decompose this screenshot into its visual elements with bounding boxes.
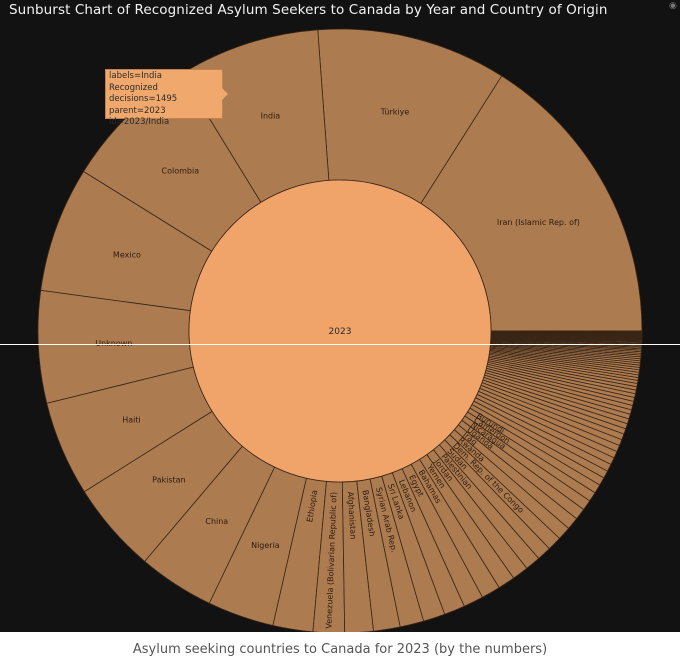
tooltip-line-label: labels=India <box>109 71 162 81</box>
camera-icon[interactable]: ◉ <box>669 1 677 11</box>
sunburst-root[interactable] <box>188 179 492 483</box>
segment-label: Afghanistan <box>346 491 358 539</box>
tooltip-arrow <box>222 88 228 100</box>
chart-title: Sunburst Chart of Recognized Asylum Seek… <box>9 2 608 18</box>
root-label: 2023 <box>329 327 352 337</box>
segment-label: Colombia <box>162 166 200 175</box>
segment-label: Unknown <box>95 339 132 348</box>
segment-label: Mexico <box>113 250 141 259</box>
caption: Asylum seeking countries to Canada for 2… <box>132 642 548 657</box>
tooltip-line-id: id=2023/India <box>109 117 170 127</box>
segment-label: India <box>261 112 281 121</box>
segment-label: Nigeria <box>251 541 280 550</box>
segment-label: Haiti <box>122 416 141 425</box>
segment-label: Pakistan <box>152 475 186 484</box>
hover-tooltip: labels=India Recognized decisions=1495 p… <box>105 69 223 127</box>
segment-label: Iran (Islamic Rep. of) <box>497 218 580 227</box>
horizontal-rule <box>0 344 680 345</box>
tooltip-line-parent: parent=2023 <box>109 105 166 116</box>
sunburst-chart[interactable]: 2023 Iran (Islamic Rep. of) Türkiye India Co… <box>0 0 680 632</box>
segment-label: Türkiye <box>380 107 410 116</box>
segment-label: China <box>205 517 228 526</box>
tooltip-line-value: Recognized decisions=1495 <box>109 82 178 105</box>
chart-area: 2023 Iran (Islamic Rep. of) Türkiye India Co… <box>0 0 680 632</box>
